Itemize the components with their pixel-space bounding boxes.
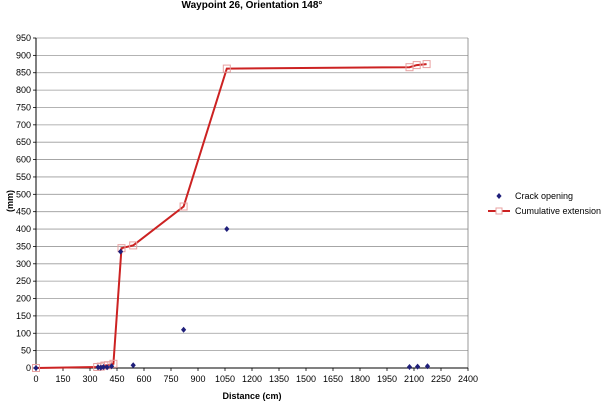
x-tick-label: 900 bbox=[190, 374, 205, 384]
x-tick-label: 2100 bbox=[404, 374, 424, 384]
cumulative-extension-point bbox=[422, 60, 431, 69]
crack-opening-point bbox=[406, 363, 413, 370]
crack-opening-point bbox=[224, 226, 230, 233]
y-tick-label: 700 bbox=[16, 120, 31, 130]
y-tick-label: 750 bbox=[16, 102, 31, 112]
gridlines bbox=[36, 37, 468, 369]
x-tick-label: 450 bbox=[109, 374, 124, 384]
crack-opening-point bbox=[109, 363, 115, 370]
crack-opening-point bbox=[33, 365, 39, 371]
y-tick-label: 600 bbox=[16, 155, 31, 165]
crack-opening-point bbox=[118, 248, 124, 255]
x-tick-label: 1800 bbox=[350, 374, 370, 384]
x-tick-label: 1650 bbox=[323, 374, 343, 384]
cumulative-extension-point bbox=[32, 364, 40, 372]
y-tick-label: 50 bbox=[21, 346, 31, 356]
y-tick-label: 950 bbox=[16, 33, 31, 43]
y-tick-label: 650 bbox=[16, 137, 31, 147]
crack-opening-markers bbox=[33, 226, 431, 371]
y-tick-label: 800 bbox=[16, 85, 31, 95]
x-tick-label: 750 bbox=[163, 374, 178, 384]
x-tick-label: 600 bbox=[136, 374, 151, 384]
cumulative-extension-point bbox=[129, 241, 138, 250]
x-tick-label: 150 bbox=[55, 374, 70, 384]
y-axis-tick-labels: 0 50 100 150 200 250 300 350 400 450 500 550 600 650 7… bbox=[16, 33, 31, 373]
y-tick-label: 300 bbox=[16, 259, 31, 269]
x-tick-label: 1950 bbox=[377, 374, 397, 384]
y-tick-label: 150 bbox=[16, 311, 31, 321]
cumulative-extension-point bbox=[179, 202, 188, 211]
crack-opening-point bbox=[415, 363, 421, 370]
y-tick-label: 350 bbox=[16, 241, 31, 251]
x-tick-label: 1200 bbox=[242, 374, 262, 384]
y-tick-label: 850 bbox=[16, 68, 31, 78]
crack-opening-point bbox=[100, 363, 107, 370]
y-tick-label: 900 bbox=[16, 50, 31, 60]
crack-opening-point bbox=[181, 326, 187, 333]
y-tick-label: 250 bbox=[16, 276, 31, 286]
y-tick-label: 200 bbox=[16, 294, 31, 304]
cumulative-extension-point bbox=[222, 64, 231, 73]
x-tick-label: 1500 bbox=[296, 374, 316, 384]
x-axis-title: Distance (cm) bbox=[222, 391, 281, 401]
x-tick-label: 2250 bbox=[431, 374, 451, 384]
cumulative-extension-line bbox=[35, 63, 427, 369]
legend-crack-opening-label: Crack opening bbox=[515, 191, 573, 201]
crack-opening-point bbox=[130, 362, 136, 369]
y-tick-label: 450 bbox=[16, 207, 31, 217]
x-tick-label: 1050 bbox=[215, 374, 235, 384]
x-tick-label: 0 bbox=[33, 374, 38, 384]
y-tick-label: 0 bbox=[26, 363, 31, 373]
x-tick-label: 1350 bbox=[269, 374, 289, 384]
crack-opening-point bbox=[424, 363, 431, 370]
legend-crack-opening-marker bbox=[496, 193, 502, 199]
crack-opening-point bbox=[104, 364, 110, 371]
x-axis-tick-labels: 0 150 300 450 600 750 900 1050 1200 1350 1500 1650 1… bbox=[33, 374, 478, 384]
x-tick-label: 2400 bbox=[458, 374, 478, 384]
legend-cumulative-extension-label: Cumulative extension bbox=[515, 206, 601, 216]
legend-cumulative-extension-marker bbox=[495, 207, 503, 215]
y-tick-label: 100 bbox=[16, 328, 31, 338]
legend: Crack opening Cumulative extension bbox=[488, 191, 601, 216]
axes bbox=[33, 37, 469, 371]
y-tick-label: 400 bbox=[16, 224, 31, 234]
y-axis-title: (mm) bbox=[5, 190, 15, 212]
y-tick-label: 550 bbox=[16, 172, 31, 182]
cumulative-extension-point bbox=[109, 359, 118, 368]
chart-title: Waypoint 26, Orientation 148° bbox=[182, 0, 323, 11]
x-tick-label: 300 bbox=[82, 374, 97, 384]
y-tick-label: 500 bbox=[16, 189, 31, 199]
cumulative-extension-point bbox=[412, 61, 421, 70]
